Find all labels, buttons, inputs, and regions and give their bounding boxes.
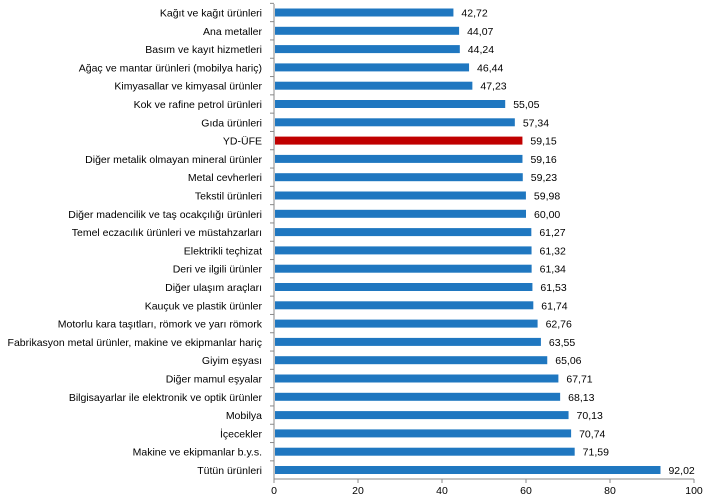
category-label: Kağıt ve kağıt ürünleri: [160, 8, 262, 20]
bar: [275, 429, 572, 438]
bar: [275, 136, 523, 145]
value-label: 47,23: [480, 81, 506, 93]
value-label: 61,27: [539, 227, 565, 239]
category-label: Tekstil ürünleri: [195, 191, 262, 203]
bar: [275, 264, 532, 273]
x-tick-label: 60: [520, 485, 532, 497]
x-tick-label: 20: [352, 485, 364, 497]
category-label: Deri ve ilgili ürünler: [173, 264, 263, 276]
x-tick-label: 100: [685, 485, 703, 497]
value-label: 70,74: [579, 428, 605, 440]
bar: [275, 337, 541, 346]
value-label: 59,15: [530, 136, 556, 148]
x-tick-label: 40: [436, 485, 448, 497]
bar: [275, 173, 523, 182]
bar: [275, 466, 661, 474]
bar: [275, 191, 526, 200]
value-label: 63,55: [549, 337, 575, 349]
value-label: 61,34: [540, 264, 566, 276]
bar: [275, 246, 532, 255]
x-tick-label: 80: [604, 485, 616, 497]
bar: [275, 45, 460, 54]
category-label: Fabrikasyon metal ürünler, makine ve eki…: [8, 337, 262, 349]
value-label: 61,53: [540, 282, 566, 294]
value-label: 61,32: [540, 245, 566, 257]
bar: [275, 301, 534, 310]
bar: [275, 447, 575, 456]
category-label: Temel eczacılık ürünleri ve müstahzarlar…: [72, 227, 262, 239]
value-label: 57,34: [523, 117, 549, 129]
category-label: Diğer madencilik ve taş ocakçılığı ürünl…: [68, 209, 262, 221]
bar: [275, 63, 470, 72]
value-label: 46,44: [477, 62, 503, 74]
category-label: YD-ÜFE: [223, 136, 262, 148]
bar: [275, 26, 460, 35]
bar: [275, 209, 526, 218]
x-tick-label: 0: [271, 485, 277, 497]
category-label: Kauçuk ve plastik ürünler: [145, 300, 263, 312]
value-label: 68,13: [568, 392, 594, 404]
bar: [275, 319, 538, 328]
bar: [275, 283, 533, 291]
category-label: Motorlu kara taşıtları, römork ve yarı r…: [58, 319, 263, 331]
value-label: 59,23: [531, 172, 557, 184]
value-label: 71,59: [583, 447, 609, 459]
bar: [275, 118, 515, 127]
bar: [275, 392, 561, 401]
category-label: Elektrikli teçhizat: [184, 245, 262, 257]
category-label: Metal cevherleri: [188, 172, 262, 184]
category-label: Ana metaller: [203, 26, 262, 38]
category-label: Diğer mamul eşyalar: [166, 374, 263, 386]
category-label: Kok ve rafine petrol ürünleri: [134, 99, 262, 111]
value-label: 92,02: [668, 465, 694, 477]
value-label: 67,71: [566, 374, 592, 386]
value-label: 59,16: [530, 154, 556, 166]
value-label: 44,24: [468, 44, 494, 56]
category-label: Bilgisayarlar ile elektronik ve optik ür…: [69, 392, 263, 404]
bar: [275, 154, 523, 163]
value-label: 59,98: [534, 191, 560, 203]
category-label: Basım ve kayıt hizmetleri: [145, 44, 262, 56]
category-label: Ağaç ve mantar ürünleri (mobilya hariç): [79, 62, 262, 74]
category-label: Diğer ulaşım araçları: [165, 282, 262, 294]
bar: [275, 8, 454, 17]
category-label: Mobilya: [226, 410, 262, 422]
category-label: Gıda ürünleri: [201, 117, 262, 129]
bar: [275, 374, 559, 383]
bar: [275, 411, 569, 420]
category-label: Giyim eşyası: [202, 355, 262, 367]
value-label: 60,00: [534, 209, 560, 221]
bar: [275, 100, 506, 108]
bar: [275, 228, 532, 237]
bar: [275, 356, 548, 365]
category-label: İçecekler: [220, 427, 263, 440]
value-label: 42,72: [461, 8, 487, 20]
value-label: 62,76: [546, 319, 572, 331]
value-label: 44,07: [467, 26, 493, 38]
value-label: 61,74: [541, 300, 567, 312]
bar: [275, 81, 473, 90]
category-label: Tütün ürünleri: [197, 465, 262, 477]
category-label: Kimyasallar ve kimyasal ürünler: [114, 81, 262, 93]
value-label: 65,06: [555, 355, 581, 367]
category-label: Makine ve ekipmanlar b.y.s.: [133, 447, 262, 459]
category-label: Diğer metalik olmayan mineral ürünler: [85, 154, 262, 166]
value-label: 70,13: [577, 410, 603, 422]
value-label: 55,05: [513, 99, 539, 111]
